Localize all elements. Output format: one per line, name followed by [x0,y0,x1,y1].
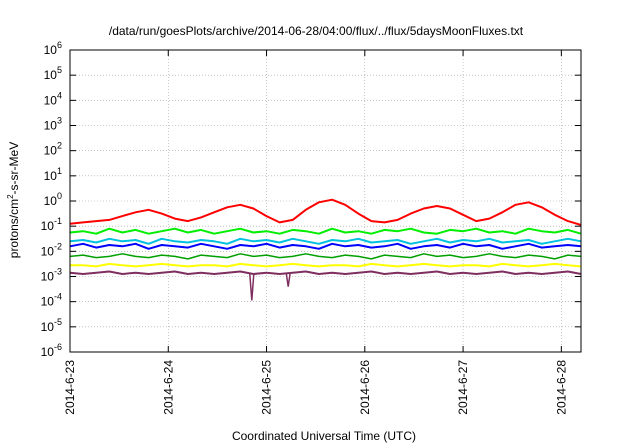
series-line-4 [69,242,582,250]
y-tick-label-exponent: -1 [54,216,62,226]
y-tick-label: 100 [44,191,62,208]
y-tick-label: 10-5 [41,317,62,334]
y-tick-label-exponent: -4 [54,292,62,302]
x-tick-label: 2014-6-26 [358,360,372,415]
y-tick-label: 10-1 [41,216,62,233]
y-tick-label: 106 [44,40,62,57]
series-line-5 [69,253,582,260]
x-tick-label: 2014-6-28 [554,360,568,415]
y-tick-label-base: 10 [44,144,58,158]
series-line-2 [69,227,582,235]
y-tick-label-base: 10 [44,169,58,183]
y-axis-label-rest: -s-sr-MeV [7,142,21,195]
y-tick-label-base: 10 [44,194,58,208]
y-tick-label: 10-4 [41,292,62,309]
y-tick-label-exponent: -6 [54,342,62,352]
series-line-1 [69,198,582,226]
y-tick-label-base: 10 [41,345,55,359]
chart-title: /data/run/goesPlots/archive/2014-06-28/0… [109,24,524,38]
y-tick-label-base: 10 [41,320,55,334]
y-tick-label-base: 10 [44,68,58,82]
dip-1 [249,273,255,301]
y-tick-label: 105 [44,65,62,82]
y-tick-label: 102 [44,141,62,158]
y-tick-label-exponent: -5 [54,317,62,327]
y-tick-label-exponent: 1 [57,166,62,176]
x-tick-label: 2014-6-25 [260,360,274,415]
y-tick-label: 103 [44,116,62,133]
y-tick-label-exponent: 3 [57,116,62,126]
y-axis-label-base: protons/cm [7,199,21,258]
x-tick-label: 2014-6-24 [161,360,175,415]
y-tick-label-exponent: -2 [54,241,62,251]
x-tick-label: 2014-6-23 [63,360,77,415]
x-axis-label: Coordinated Universal Time (UTC) [232,429,416,443]
y-tick-label: 10-6 [41,342,62,359]
y-tick-label-exponent: 4 [57,90,62,100]
y-tick-label: 101 [44,166,62,183]
series-line-6 [70,262,582,268]
y-axis-label-group: protons/cm2-s-sr-MeV [6,142,21,258]
y-tick-label: 104 [44,90,62,107]
y-tick-label-exponent: 0 [57,191,62,201]
y-tick-label-base: 10 [41,270,55,284]
y-tick-label: 10-3 [41,267,62,284]
y-tick-label-base: 10 [41,219,55,233]
y-tick-label-base: 10 [44,93,58,107]
dip-2 [285,272,291,287]
y-axis-label-sup: 2 [6,194,15,199]
y-tick-label-base: 10 [44,119,58,133]
y-tick-label-base: 10 [44,43,58,57]
series-line-3 [69,237,582,245]
axes-ticks: 10-610-510-410-310-210-11001011021031041… [41,40,581,415]
x-tick-label: 2014-6-27 [456,360,470,415]
y-tick-label-exponent: 6 [57,40,62,50]
y-axis-label: protons/cm2-s-sr-MeV [6,142,21,258]
series-group [69,198,582,301]
y-tick-label: 10-2 [41,241,62,258]
y-tick-label-exponent: -3 [54,267,62,277]
y-tick-label-base: 10 [41,295,55,309]
y-tick-label-base: 10 [41,244,55,258]
y-tick-label-exponent: 2 [57,141,62,151]
y-tick-label-exponent: 5 [57,65,62,75]
series-line-7 [69,270,582,275]
